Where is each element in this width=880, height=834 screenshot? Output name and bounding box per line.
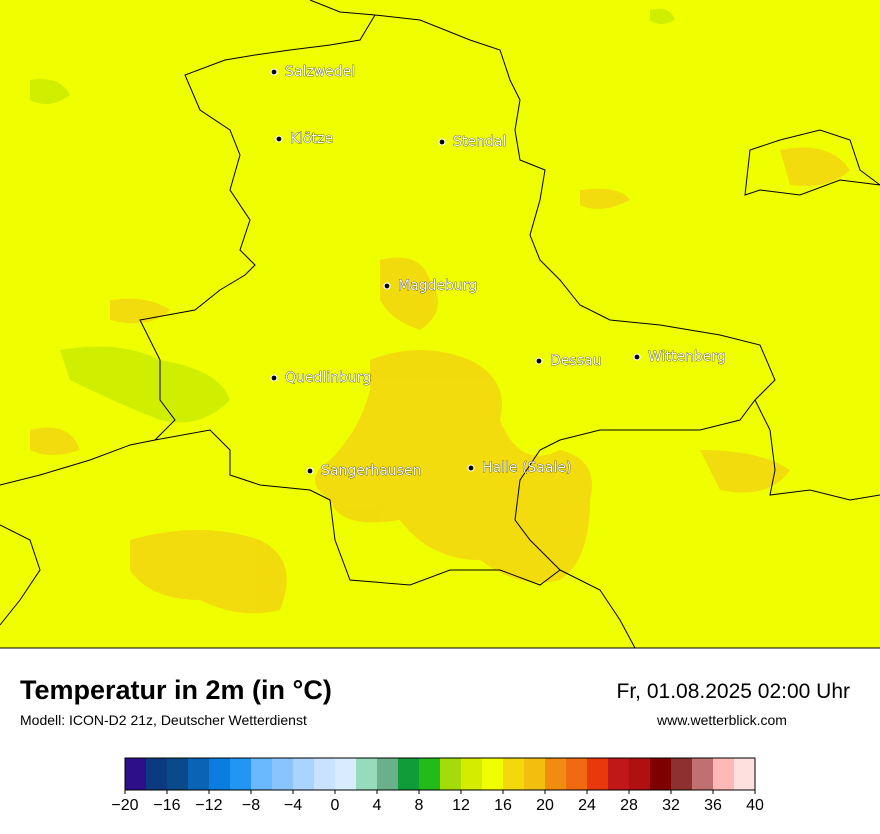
- colorbar-swatch: [230, 758, 252, 790]
- city-dot: [535, 357, 543, 365]
- colorbar-swatch: [335, 758, 357, 790]
- colorbar-swatch: [608, 758, 630, 790]
- colorbar-tick-label: 36: [704, 797, 722, 814]
- colorbar-swatch: [629, 758, 651, 790]
- colorbar-swatch: [419, 758, 441, 790]
- city-label: Sangerhausen: [321, 463, 421, 479]
- colorbar-swatch: [377, 758, 399, 790]
- subtitle: Modell: ICON-D2 21z, Deutscher Wetterdie…: [20, 712, 307, 728]
- colorbar-swatch: [398, 758, 420, 790]
- colorbar-tick-label: 4: [373, 797, 382, 814]
- colorbar-swatch: [587, 758, 609, 790]
- colorbar-tick-label: 32: [662, 797, 680, 814]
- colorbar-swatch: [524, 758, 546, 790]
- colorbar-tick-label: −4: [284, 797, 302, 814]
- colorbar-tick-label: −20: [111, 797, 138, 814]
- city-label: Stendal: [453, 134, 506, 150]
- city-label: Quedlinburg: [285, 370, 371, 386]
- colorbar-swatch: [251, 758, 273, 790]
- colorbar-swatch: [503, 758, 525, 790]
- colorbar-swatch: [356, 758, 378, 790]
- colorbar-swatch: [545, 758, 567, 790]
- city-dot: [275, 135, 283, 143]
- website: www.wetterblick.com: [656, 712, 787, 728]
- colorbar-swatch: [125, 758, 147, 790]
- city-label: Magdeburg: [398, 278, 477, 294]
- warm-patches: [30, 147, 850, 614]
- colorbar-swatch: [272, 758, 294, 790]
- city-dot: [270, 374, 278, 382]
- colorbar-swatch: [482, 758, 504, 790]
- title: Temperatur in 2m (in °C): [20, 675, 332, 705]
- colorbar-swatch: [671, 758, 693, 790]
- borders: [0, 0, 880, 649]
- colorbar-swatch: [314, 758, 336, 790]
- colorbar-swatch: [209, 758, 231, 790]
- colorbar-tick-label: 40: [746, 797, 764, 814]
- city-label: Salzwedel: [285, 64, 355, 80]
- colorbar-tick-label: 16: [494, 797, 512, 814]
- colorbar-swatch: [692, 758, 714, 790]
- colorbar-tick-label: −12: [195, 797, 222, 814]
- city-dot: [438, 138, 446, 146]
- colorbar-tick-label: 0: [331, 797, 340, 814]
- colorbar-swatch: [734, 758, 756, 790]
- city-dot: [633, 353, 641, 361]
- colorbar-tick-label: −8: [242, 797, 260, 814]
- colorbar-tick-label: 12: [452, 797, 470, 814]
- datetime: Fr, 01.08.2025 02:00 Uhr: [617, 680, 851, 703]
- city-dot: [467, 464, 475, 472]
- colorbar-swatch: [293, 758, 315, 790]
- colorbar-swatch: [650, 758, 672, 790]
- city-label: Halle (Saale): [482, 460, 571, 476]
- colorbar-swatch: [167, 758, 189, 790]
- colorbar-tick-label: 20: [536, 797, 554, 814]
- city-label: Wittenberg: [648, 349, 726, 365]
- colorbar-swatch: [461, 758, 483, 790]
- cool-patches: [30, 8, 675, 423]
- city-label: Dessau: [550, 353, 601, 369]
- city-dot: [306, 467, 314, 475]
- colorbar-swatch: [146, 758, 168, 790]
- colorbar-swatch: [440, 758, 462, 790]
- city-dot: [270, 68, 278, 76]
- colorbar-swatch: [188, 758, 210, 790]
- colorbar-swatch: [713, 758, 735, 790]
- city-label: Klötze: [290, 131, 333, 147]
- city-dot: [383, 282, 391, 290]
- colorbar-frame: [124, 757, 756, 791]
- colorbar-swatch: [566, 758, 588, 790]
- colorbar-tick-label: −16: [153, 797, 180, 814]
- colorbar-tick-label: 8: [415, 797, 424, 814]
- colorbar-tick-label: 24: [578, 797, 596, 814]
- colorbar-tick-label: 28: [620, 797, 638, 814]
